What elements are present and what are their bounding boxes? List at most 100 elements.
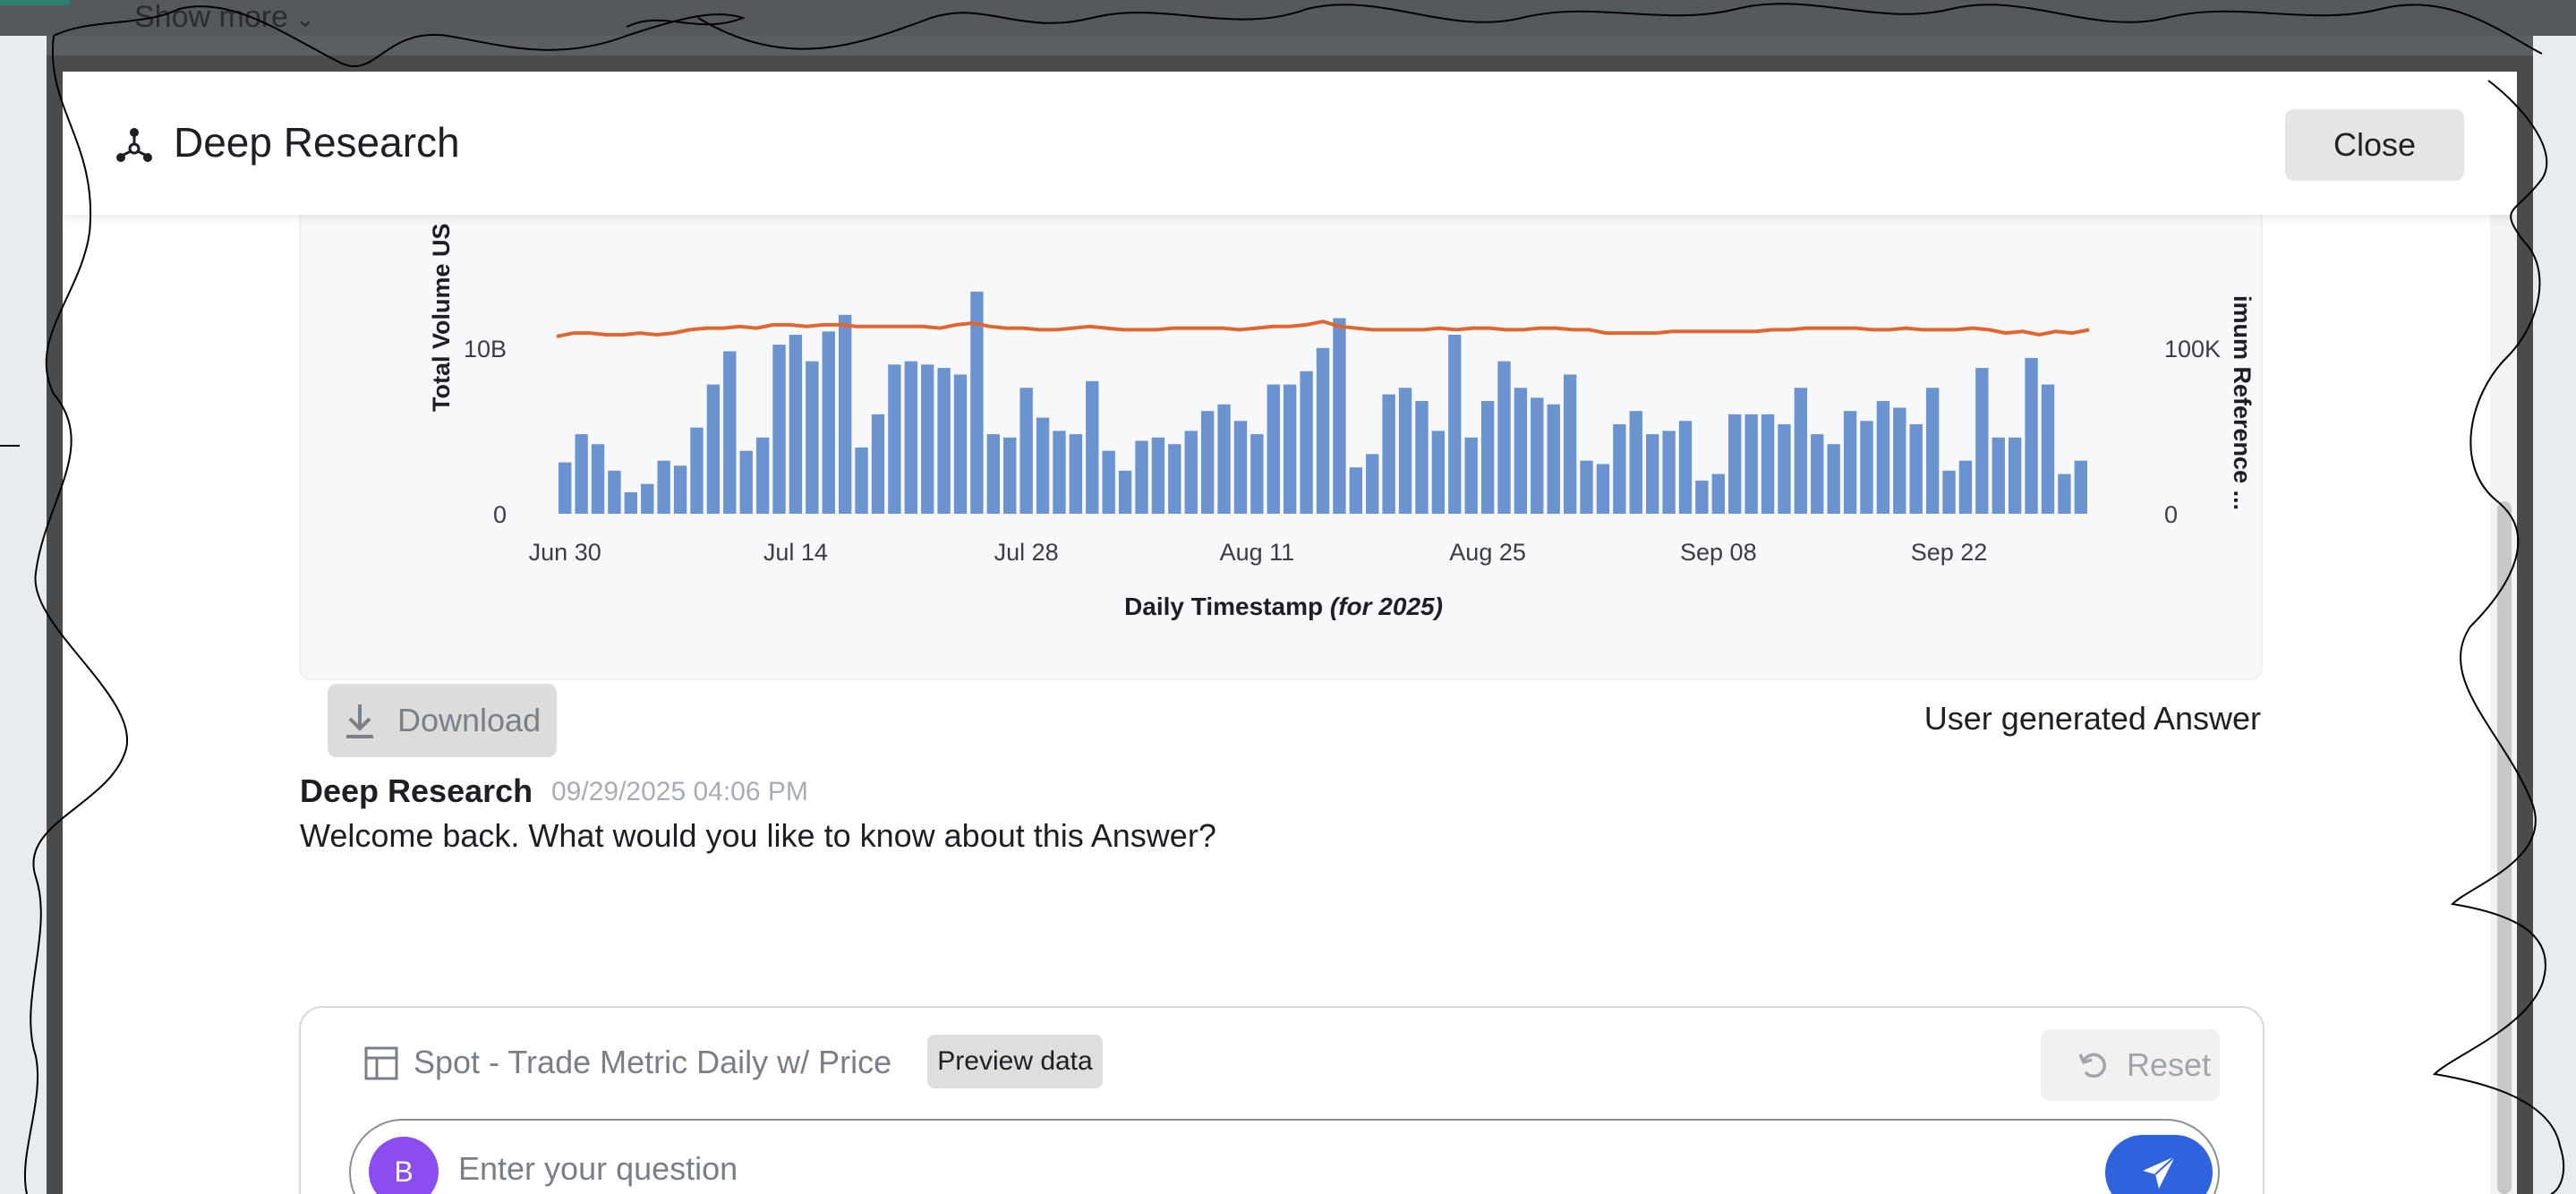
bar-mark — [575, 434, 588, 514]
bar-mark — [1036, 417, 1050, 514]
bar-mark — [1678, 421, 1693, 514]
y-right-axis-label: imum Reference ... — [2229, 295, 2256, 510]
question-input[interactable] — [458, 1142, 1980, 1194]
y-left-tick-label: 10B — [464, 336, 507, 362]
bar-mark — [2058, 473, 2071, 514]
bar-mark — [723, 351, 737, 514]
y-right-ticks: 0 100K — [2164, 336, 2221, 528]
bar-mark — [706, 384, 721, 514]
x-axis-label-main: Daily Timestamp — [1124, 593, 1323, 620]
preview-data-button[interactable]: Preview data — [927, 1035, 1103, 1088]
bar-mark — [2025, 357, 2038, 514]
y-left-axis-label: Total Volume US — [428, 223, 455, 412]
x-tick-label: Jul 14 — [763, 539, 828, 566]
bar-mark — [1876, 401, 1890, 514]
bar-mark — [1233, 421, 1248, 514]
modal-header: Deep Research Close — [63, 72, 2517, 215]
x-tick-label: Sep 08 — [1680, 539, 1757, 566]
y-right-tick-label: 0 — [2164, 501, 2178, 528]
bar-mark — [888, 364, 901, 514]
modal-scrollbar-thumb[interactable] — [2497, 501, 2512, 1194]
bar-mark — [1431, 431, 1446, 514]
bar-mark — [904, 361, 917, 514]
bar-mark — [1284, 384, 1297, 514]
bar-mark — [1975, 368, 1989, 514]
bar-mark — [1333, 318, 1346, 514]
bar-mark — [937, 368, 951, 514]
bar-mark — [772, 345, 786, 514]
bar-mark — [806, 361, 819, 514]
bar-mark — [1102, 450, 1115, 514]
bar-mark — [1942, 470, 1956, 514]
download-arrow-icon — [346, 704, 373, 738]
user-generated-note: User generated Answer — [1923, 700, 2261, 737]
paper-plane-icon — [2143, 1156, 2176, 1189]
bar-mark — [1316, 347, 1330, 514]
bar-mark — [789, 335, 803, 514]
bar-mark — [608, 470, 621, 514]
line-series — [556, 320, 2090, 338]
bar-mark — [1958, 460, 1973, 514]
bar-mark — [1069, 434, 1083, 514]
bar-mark — [673, 465, 687, 514]
bar-mark — [1893, 407, 1906, 514]
close-button[interactable]: Close — [2285, 109, 2464, 181]
bar-mark — [1531, 397, 1544, 514]
bar-mark — [1480, 401, 1495, 514]
bar-mark — [1168, 444, 1181, 514]
bar-mark — [1497, 361, 1511, 514]
background-left-panel — [0, 36, 47, 1194]
bar-mark — [838, 314, 852, 514]
bar-mark — [1448, 335, 1462, 514]
x-ticks: Jun 30 Jul 14 Jul 28 Aug 11 Aug 25 Sep 08 Sep … — [529, 539, 1988, 566]
bar-mark — [1827, 444, 1840, 514]
question-box: B — [349, 1119, 2220, 1194]
dataset-name[interactable]: Spot - Trade Metric Daily w/ Price — [414, 1044, 892, 1080]
bar-mark — [1645, 434, 1659, 514]
bar-mark — [1629, 411, 1642, 514]
modal-title: Deep Research — [174, 119, 460, 166]
bar-mark — [2074, 460, 2087, 514]
x-tick-label: Aug 11 — [1220, 539, 1295, 566]
x-tick-label: Jul 28 — [994, 539, 1059, 566]
message-timestamp: 09/29/2025 04:06 PM — [551, 777, 808, 806]
bar-mark — [1662, 431, 1676, 514]
reset-button[interactable]: Reset — [2041, 1029, 2220, 1101]
message-author: Deep Research — [300, 772, 533, 809]
bar-mark — [855, 447, 868, 514]
bar-mark — [1003, 437, 1017, 514]
avatar: B — [369, 1137, 439, 1194]
bar-mark — [921, 364, 934, 514]
bar-mark — [1547, 404, 1560, 514]
download-button[interactable]: Download — [328, 684, 557, 757]
bar-mark — [1744, 414, 1758, 514]
bar-mark — [1250, 434, 1264, 514]
bar-mark — [1019, 388, 1033, 514]
x-tick-label: Sep 22 — [1911, 539, 1988, 566]
bar-mark — [1695, 480, 1709, 514]
x-axis-label-suffix: (for 2025) — [1330, 593, 1443, 620]
answer-chart-card: Total Volume US imum Reference ... 0 10B … — [299, 161, 2263, 757]
bar-mark — [641, 483, 654, 514]
deep-research-modal: Deep Research Close Total Volume US imum… — [63, 72, 2517, 1194]
bar-mark — [755, 437, 770, 514]
bar-mark — [1053, 431, 1066, 514]
y-left-ticks: 0 10B — [464, 336, 507, 528]
bar-mark — [1514, 388, 1528, 514]
bar-mark — [1794, 388, 1808, 514]
bar-mark — [690, 427, 704, 514]
show-more-link: Show more ⌄ — [134, 0, 315, 35]
network-nodes-icon — [116, 128, 152, 162]
x-tick-label: Aug 25 — [1449, 539, 1526, 566]
y-left-tick-label: 0 — [493, 501, 507, 528]
bar-mark — [1300, 371, 1313, 514]
send-button[interactable] — [2105, 1135, 2213, 1194]
bar-mark — [2008, 437, 2022, 514]
bar-mark — [1811, 434, 1824, 514]
bar-mark — [1366, 454, 1379, 514]
bar-mark — [1843, 411, 1857, 514]
background-toolbar: Show more ⌄ — [0, 0, 2576, 36]
bar-mark — [1135, 440, 1148, 514]
y-right-tick-label: 100K — [2164, 336, 2221, 362]
bar-mark — [1778, 424, 1791, 514]
